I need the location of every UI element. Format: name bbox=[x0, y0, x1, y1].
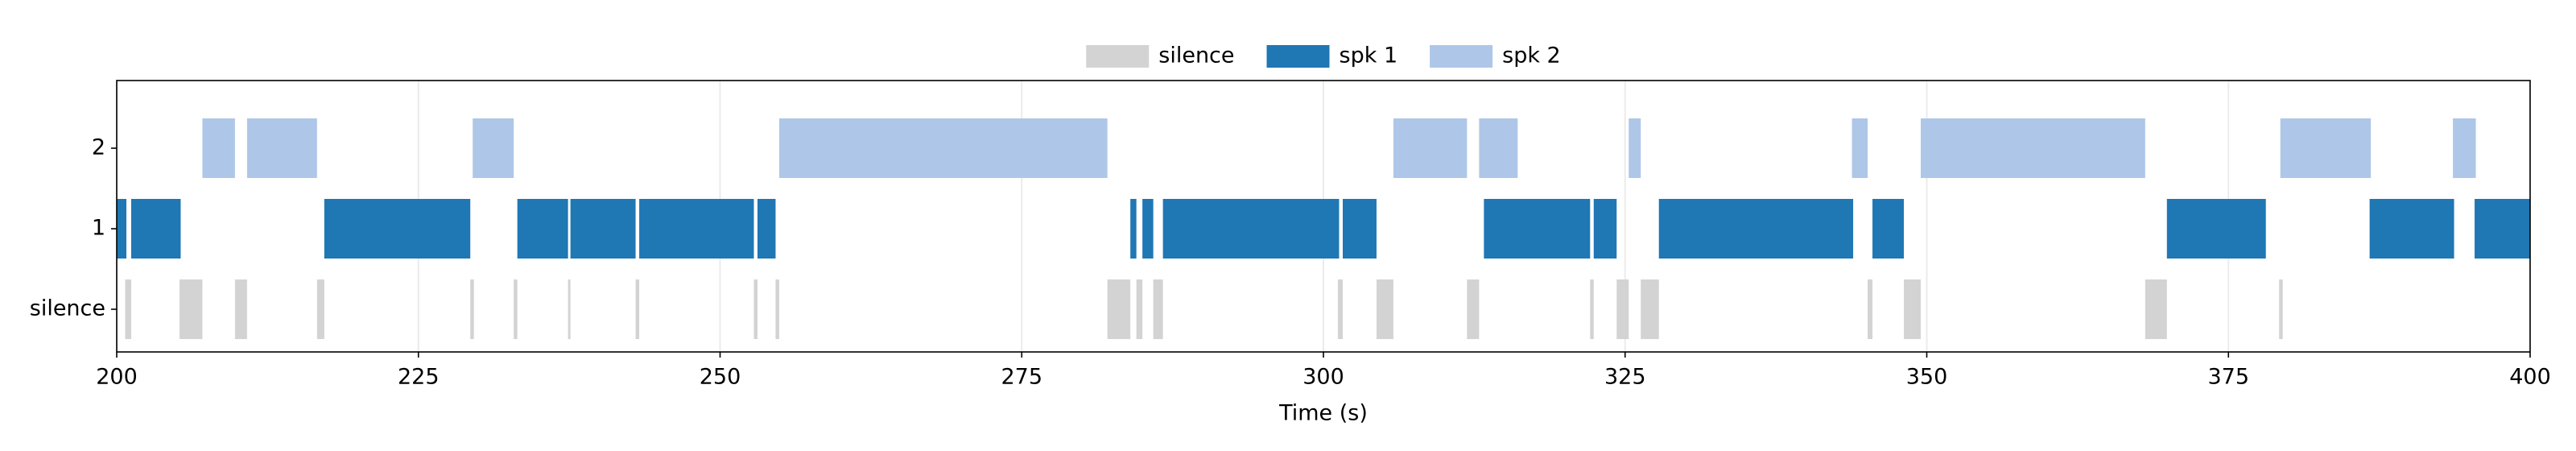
legend-label: spk 1 bbox=[1340, 43, 1398, 68]
legend-label: silence bbox=[1158, 43, 1234, 68]
segment bbox=[1629, 118, 1641, 178]
segment bbox=[775, 279, 779, 339]
segment bbox=[316, 279, 324, 339]
segment bbox=[1376, 279, 1393, 339]
segment bbox=[1921, 118, 2145, 178]
segment bbox=[517, 199, 568, 259]
legend-swatch bbox=[1086, 45, 1150, 68]
segment bbox=[1142, 199, 1154, 259]
segment bbox=[1616, 279, 1629, 339]
segment bbox=[568, 279, 571, 339]
x-tick-label: 250 bbox=[700, 365, 741, 390]
y-tick-label: 1 bbox=[92, 216, 105, 241]
segment bbox=[2475, 199, 2530, 259]
segment bbox=[1904, 279, 1922, 339]
x-tick-label: 350 bbox=[1906, 365, 1948, 390]
x-tick-label: 375 bbox=[2207, 365, 2249, 390]
legend-swatch bbox=[1266, 45, 1330, 68]
segment bbox=[1162, 199, 1340, 259]
segment bbox=[1593, 199, 1617, 259]
segment bbox=[130, 199, 181, 259]
segment bbox=[1467, 279, 1480, 339]
segment bbox=[1484, 199, 1591, 259]
segment bbox=[1153, 279, 1163, 339]
segment bbox=[1479, 118, 1518, 178]
x-tick-label: 275 bbox=[1001, 365, 1042, 390]
segment bbox=[1107, 279, 1131, 339]
segment bbox=[179, 279, 203, 339]
segment bbox=[778, 118, 1108, 178]
x-tick-label: 225 bbox=[398, 365, 440, 390]
segment bbox=[202, 118, 235, 178]
segment bbox=[2369, 199, 2454, 259]
x-axis-label: Time (s) bbox=[1278, 401, 1368, 426]
y-tick-label: silence bbox=[30, 296, 105, 321]
segment bbox=[470, 279, 474, 339]
segment bbox=[757, 199, 776, 259]
segment bbox=[639, 199, 754, 259]
segment bbox=[1337, 279, 1343, 339]
segment bbox=[753, 279, 758, 339]
legend-swatch bbox=[1430, 45, 1493, 68]
segment bbox=[2280, 118, 2372, 178]
segment bbox=[2145, 279, 2167, 339]
segment bbox=[1658, 199, 1854, 259]
segment bbox=[1872, 199, 1905, 259]
segment bbox=[1342, 199, 1377, 259]
segment bbox=[1590, 279, 1594, 339]
x-tick-label: 200 bbox=[96, 365, 138, 390]
segment bbox=[2453, 118, 2476, 178]
plot-frame bbox=[116, 80, 2531, 353]
x-tick-label: 325 bbox=[1604, 365, 1646, 390]
y-tick-label: 2 bbox=[92, 135, 105, 160]
legend-label: spk 2 bbox=[1502, 43, 1561, 68]
segment bbox=[125, 279, 131, 339]
segment bbox=[1641, 279, 1659, 339]
segment bbox=[234, 279, 247, 339]
segment bbox=[1868, 279, 1873, 339]
x-tick-label: 400 bbox=[2509, 365, 2551, 390]
segment bbox=[473, 118, 514, 178]
segment bbox=[570, 199, 636, 259]
segment bbox=[1393, 118, 1468, 178]
segment bbox=[1136, 279, 1143, 339]
segment bbox=[324, 199, 471, 259]
segment bbox=[117, 199, 126, 259]
segment bbox=[246, 118, 317, 178]
x-tick-label: 300 bbox=[1302, 365, 1344, 390]
segment bbox=[2279, 279, 2283, 339]
segment bbox=[1852, 118, 1868, 178]
segment bbox=[1130, 199, 1137, 259]
segment bbox=[635, 279, 640, 339]
segment bbox=[2166, 199, 2266, 259]
segment bbox=[514, 279, 518, 339]
